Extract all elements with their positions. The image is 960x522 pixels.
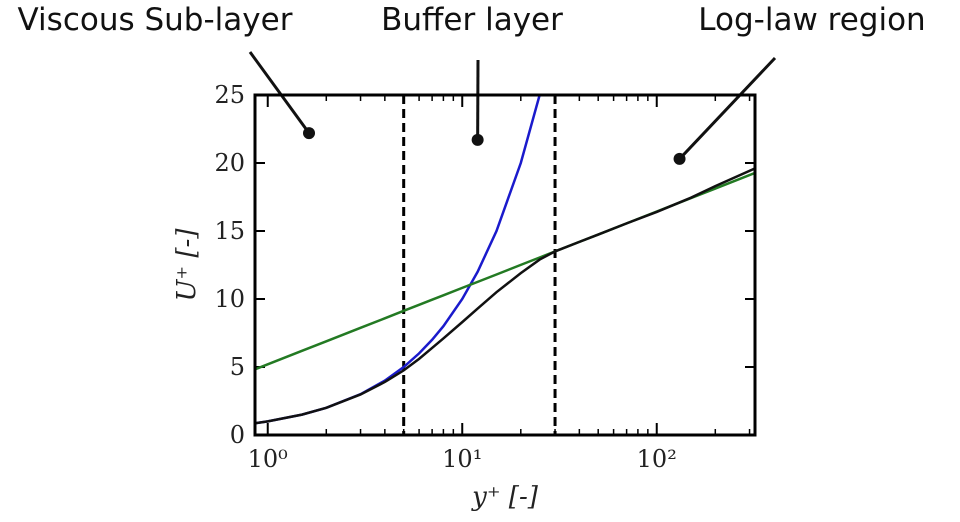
y-tick-label: 15: [214, 217, 245, 245]
y-tick-label: 10: [214, 285, 245, 313]
y-tick-label: 20: [214, 149, 245, 177]
x-tick-label: 10⁰: [248, 445, 288, 473]
plot-frame: [253, 93, 757, 437]
annotation: Viscous Sub-layer: [18, 2, 293, 38]
y-tick-label: 25: [214, 81, 245, 109]
y-tick-label: 0: [230, 421, 245, 449]
x-axis-label: y⁺ [-]: [471, 482, 539, 512]
annotation-pointer: [678, 56, 777, 160]
annotation-dot: [673, 152, 686, 165]
annotation-dot: [303, 127, 316, 140]
series-line: [255, 167, 755, 425]
y-tick-label: 5: [230, 353, 245, 381]
annotation: Log-law region: [698, 2, 925, 38]
annotation-dot: [471, 133, 484, 146]
annotation-pointer: [248, 51, 311, 134]
x-tick-label: 10²: [637, 445, 677, 473]
x-tick-label: 10¹: [442, 445, 482, 473]
annotation: Buffer layer: [381, 2, 563, 38]
y-axis-label: U⁺ [-]: [172, 228, 202, 302]
